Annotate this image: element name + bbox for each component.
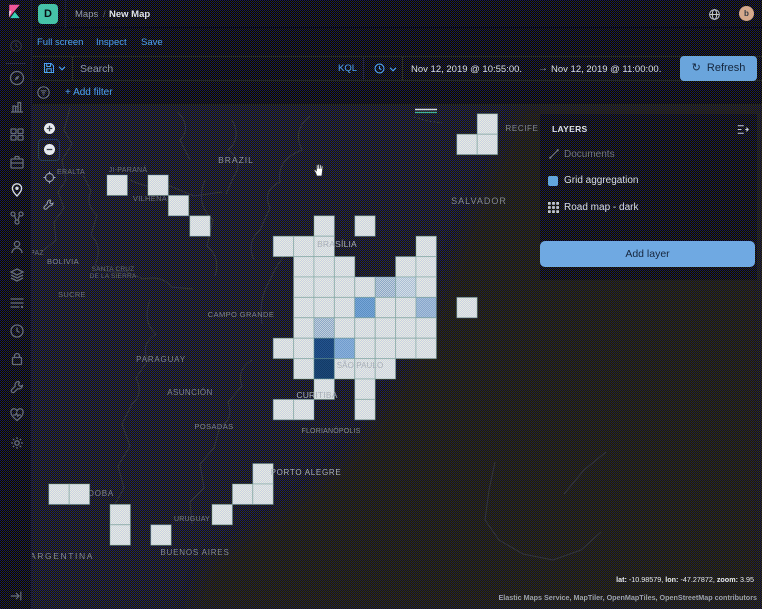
svg-text:BRAZIL: BRAZIL (218, 155, 254, 165)
svg-text:SALVADOR: SALVADOR (451, 196, 507, 206)
svg-text:VILHENA: VILHENA (133, 194, 167, 203)
svg-text:ASUNCIÓN: ASUNCIÓN (167, 388, 212, 397)
svg-text:PAZ: PAZ (30, 250, 44, 257)
svg-text:RECIFE: RECIFE (506, 124, 539, 133)
svg-text:BOLIVIA: BOLIVIA (47, 257, 79, 266)
svg-text:SÃO PAULO: SÃO PAULO (337, 361, 384, 370)
svg-text:SANTA CRUZ: SANTA CRUZ (92, 266, 135, 273)
svg-text:BUENOS AIRES: BUENOS AIRES (160, 548, 229, 557)
svg-text:SUCRE: SUCRE (58, 290, 86, 299)
svg-text:URUGUAY: URUGUAY (174, 516, 210, 523)
svg-text:PORTO ALEGRE: PORTO ALEGRE (271, 468, 342, 477)
svg-text:FLORIANÓPOLIS: FLORIANÓPOLIS (301, 426, 360, 435)
svg-text:CORDOBA: CORDOBA (68, 489, 114, 498)
svg-text:DE LA SIERRA: DE LA SIERRA (90, 273, 137, 280)
svg-text:POSADAS: POSADAS (194, 422, 233, 431)
svg-text:ERALTA: ERALTA (57, 169, 85, 176)
svg-text:PARAGUAY: PARAGUAY (136, 355, 186, 364)
svg-text:JI-PARANÁ: JI-PARANÁ (109, 165, 148, 174)
svg-text:BRASÍLIA: BRASÍLIA (317, 239, 357, 249)
svg-text:CAMPO GRANDE: CAMPO GRANDE (208, 310, 274, 319)
svg-text:CURITIBA: CURITIBA (296, 390, 337, 400)
svg-text:ARGENTINA: ARGENTINA (30, 551, 94, 561)
